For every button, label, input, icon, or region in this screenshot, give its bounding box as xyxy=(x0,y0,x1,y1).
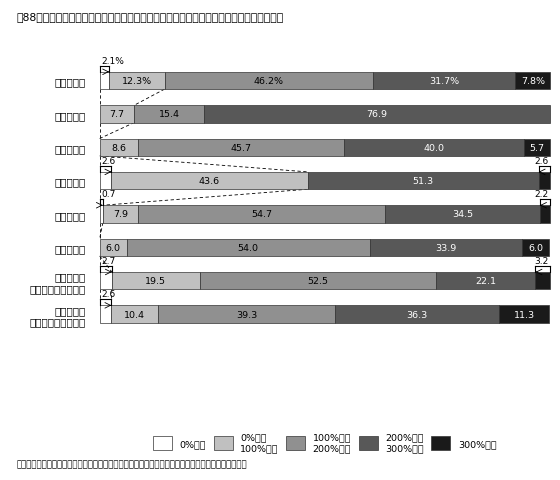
Bar xyxy=(335,306,498,323)
Text: 3.2: 3.2 xyxy=(534,256,549,265)
Text: 2.7: 2.7 xyxy=(101,256,115,265)
Bar xyxy=(100,239,127,256)
Bar xyxy=(385,206,540,223)
Text: 7.9: 7.9 xyxy=(113,210,128,219)
Bar xyxy=(100,72,109,90)
Bar xyxy=(158,306,335,323)
Bar xyxy=(535,273,550,290)
Legend: 0%未満, 0%以上
100%未満, 100%以上
200%未満, 200%以上
300%未満, 300%以上: 0%未満, 0%以上 100%未満, 100%以上 200%未満, 200%以上… xyxy=(153,433,496,452)
Bar xyxy=(100,106,134,123)
Bar xyxy=(100,172,111,190)
Text: （注）「市町村合計」における団体は、大都市、中核市、特例市、中都市、小都市及び町村である。: （注）「市町村合計」における団体は、大都市、中核市、特例市、中都市、小都市及び町… xyxy=(17,459,248,468)
Bar xyxy=(109,72,165,90)
Text: 31.7%: 31.7% xyxy=(429,77,459,86)
Bar xyxy=(436,273,535,290)
Bar xyxy=(204,106,550,123)
Bar xyxy=(539,172,550,190)
Bar xyxy=(522,239,549,256)
Text: 40.0: 40.0 xyxy=(424,144,445,152)
Text: 0.7: 0.7 xyxy=(101,190,115,199)
Bar xyxy=(138,206,385,223)
Bar xyxy=(370,239,522,256)
Text: 11.3: 11.3 xyxy=(514,310,535,319)
Bar xyxy=(112,273,200,290)
Text: 36.3: 36.3 xyxy=(406,310,427,319)
Text: 43.6: 43.6 xyxy=(199,177,220,186)
Bar xyxy=(111,306,158,323)
Text: 6.0: 6.0 xyxy=(529,243,543,252)
Text: 7.8%: 7.8% xyxy=(521,77,545,86)
Bar xyxy=(524,139,550,156)
Bar xyxy=(100,206,103,223)
Bar xyxy=(344,139,524,156)
Text: 6.0: 6.0 xyxy=(106,243,121,252)
Text: 15.4: 15.4 xyxy=(158,110,180,119)
Text: 2.6: 2.6 xyxy=(101,290,115,299)
Text: 第88図　市町村の規模別実質的な財政負担の標準財政規模に対する比率の状況（構成比）: 第88図 市町村の規模別実質的な財政負担の標準財政規模に対する比率の状況（構成比… xyxy=(17,12,284,22)
Bar xyxy=(165,72,372,90)
Text: 45.7: 45.7 xyxy=(231,144,252,152)
Text: 8.6: 8.6 xyxy=(111,144,127,152)
Text: 10.4: 10.4 xyxy=(124,310,145,319)
Bar xyxy=(307,172,539,190)
Bar xyxy=(103,206,138,223)
Bar xyxy=(200,273,436,290)
Bar xyxy=(372,72,515,90)
Text: 51.3: 51.3 xyxy=(413,177,434,186)
Bar xyxy=(100,306,111,323)
Text: 46.2%: 46.2% xyxy=(254,77,283,86)
Text: 12.3%: 12.3% xyxy=(122,77,152,86)
Text: 54.0: 54.0 xyxy=(238,243,259,252)
Bar xyxy=(127,239,370,256)
Bar xyxy=(111,172,307,190)
Bar xyxy=(100,139,138,156)
Text: 7.7: 7.7 xyxy=(110,110,124,119)
Bar xyxy=(100,273,112,290)
Text: 2.2: 2.2 xyxy=(534,190,549,199)
Text: 33.9: 33.9 xyxy=(436,243,457,252)
Text: 19.5: 19.5 xyxy=(145,276,166,286)
Text: 54.7: 54.7 xyxy=(251,210,272,219)
Text: 22.1: 22.1 xyxy=(475,276,496,286)
Text: 34.5: 34.5 xyxy=(452,210,473,219)
Bar xyxy=(138,139,344,156)
Text: 52.5: 52.5 xyxy=(307,276,328,286)
Text: 2.6: 2.6 xyxy=(535,156,549,166)
Text: 76.9: 76.9 xyxy=(366,110,388,119)
Bar xyxy=(134,106,204,123)
Text: 2.6: 2.6 xyxy=(101,156,115,166)
Bar xyxy=(498,306,549,323)
Text: 2.1%: 2.1% xyxy=(101,57,124,66)
Bar xyxy=(540,206,550,223)
Text: 5.7: 5.7 xyxy=(530,144,544,152)
Bar xyxy=(515,72,550,90)
Text: 39.3: 39.3 xyxy=(236,310,257,319)
